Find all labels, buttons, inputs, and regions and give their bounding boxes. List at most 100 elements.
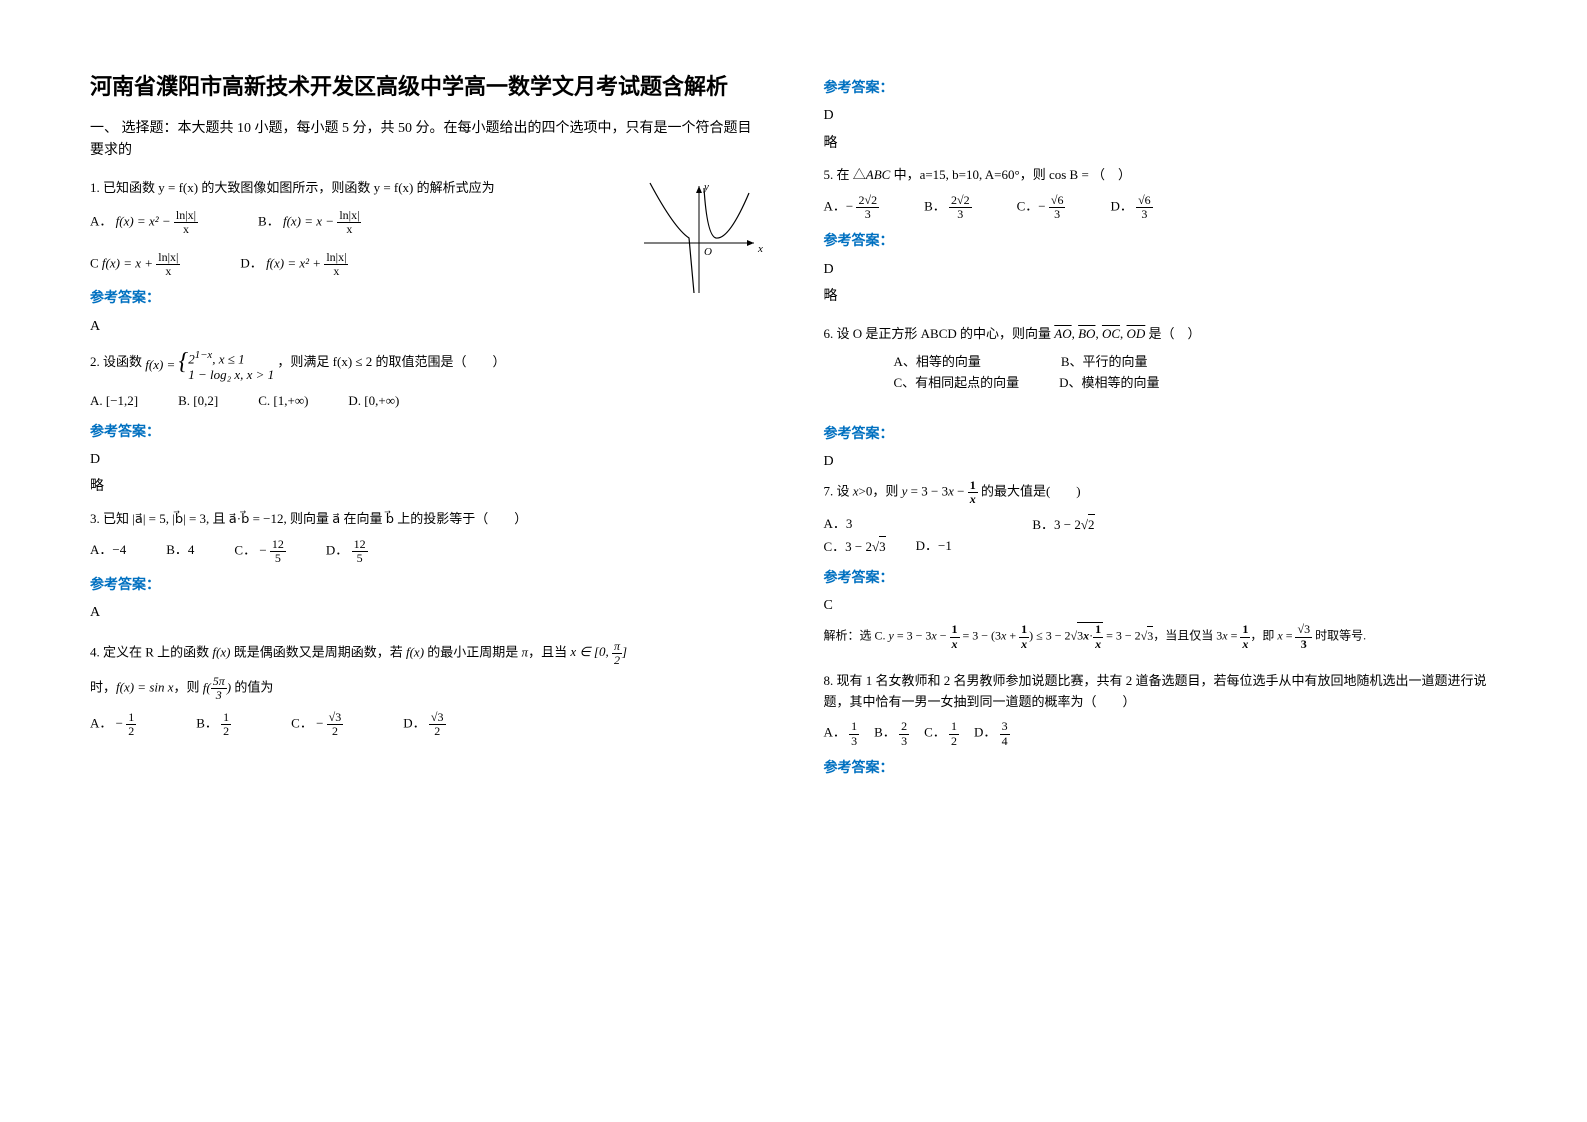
q1-opt-a: A． f(x) = x² − ln|x|x <box>90 209 198 236</box>
q2-post: ，则满足 f(x) ≤ 2 的取值范围是（ ） <box>277 354 505 369</box>
q8-b-label: B． <box>874 725 896 740</box>
q5-a-label: A．− <box>824 199 854 214</box>
q5-skip: 略 <box>824 286 1498 308</box>
q4-answer: D <box>824 105 1498 127</box>
q7-analysis: 解析：选 C. y = 3 − 3x − 1x = 3 − (3x + 1x) … <box>824 622 1498 650</box>
q4-skip: 略 <box>824 133 1498 155</box>
q2-opt-c: C. [1,+∞) <box>258 391 308 412</box>
q3-d-num: 12 <box>352 538 368 552</box>
q8-text: 8. 现有 1 名女教师和 2 名男教师参加说题比赛，共有 2 道备选题目，若每… <box>824 671 1498 713</box>
question-2: 2. 设函数 f(x) = {21−x, x ≤ 11 − log₂ x, x … <box>90 343 764 412</box>
q1-opt-d: D． f(x) = x² + ln|x|x <box>240 251 348 278</box>
q2-opt-b: B. [0,2] <box>178 391 218 412</box>
q6-opt-a: A、相等的向量 <box>894 352 981 373</box>
q4-b-label: B． <box>196 715 218 730</box>
q5-d-num: √6 <box>1136 194 1153 208</box>
q6-opt-c: C、有相同起点的向量 <box>894 373 1020 394</box>
q8-opt-d: D． 34 <box>974 720 1010 747</box>
section-1-text: 一、 选择题：本大题共 10 小题，每小题 5 分，共 50 分。在每小题给出的… <box>90 121 752 158</box>
answer-label-4: 参考答案： <box>824 78 1498 100</box>
q3-d-label: D． <box>326 542 348 557</box>
q7-opt-a: A．3 <box>824 514 853 536</box>
q2-skip: 略 <box>90 476 764 498</box>
q8-opt-a: A． 13 <box>824 720 860 747</box>
q5-opt-a: A．− 2√23 <box>824 194 880 221</box>
answer-label-8: 参考答案： <box>824 758 1498 780</box>
q3-d-den: 5 <box>352 552 368 565</box>
answer-label-7: 参考答案： <box>824 568 1498 590</box>
q5-d-den: 3 <box>1136 208 1153 221</box>
q7-opt-c: C．3 − 23 <box>824 536 886 558</box>
q6-text: 6. 设 O 是正方形 ABCD 的中心，则向量 AO, BO, OC, OD … <box>824 324 1498 345</box>
q5-b-num: 2√2 <box>949 194 972 208</box>
q8-c-den: 2 <box>949 735 959 748</box>
q5-opt-d: D． √63 <box>1110 194 1152 221</box>
section-1-header: 一、 选择题：本大题共 10 小题，每小题 5 分，共 50 分。在每小题给出的… <box>90 118 764 163</box>
q8-a-num: 1 <box>849 720 859 734</box>
q4-d-label: D． <box>403 715 425 730</box>
q4-opt-a: A． − 12 <box>90 711 136 738</box>
q4-opt-c: C． − √32 <box>291 711 343 738</box>
q1-text: 1. 已知函数 y = f(x) 的大致图像如图所示，则函数 y = f(x) … <box>90 178 624 199</box>
q5-d-label: D． <box>1110 199 1132 214</box>
q2-opt-d: D. [0,+∞) <box>348 391 399 412</box>
q7-answer: C <box>824 595 1498 617</box>
question-6: 6. 设 O 是正方形 ABCD 的中心，则向量 AO, BO, OC, OD … <box>824 324 1498 394</box>
q1-d-label: D． <box>240 256 262 271</box>
q4-text2: 时，f(x) = sin x，则 f(5π3) 的值为 <box>90 680 273 695</box>
q8-d-num: 3 <box>1000 720 1010 734</box>
answer-label-2: 参考答案： <box>90 422 764 444</box>
q3-c-den: 5 <box>270 552 286 565</box>
question-5: 5. 在 △ABC 中，a=15, b=10, A=60°，则 cos B = … <box>824 165 1498 221</box>
q8-b-den: 3 <box>899 735 909 748</box>
q3-opt-d: D． 125 <box>326 538 368 565</box>
q3-c-label: C． <box>234 542 256 557</box>
q5-opt-b: B． 2√23 <box>924 194 972 221</box>
q6-opt-b: B、平行的向量 <box>1061 352 1148 373</box>
q4-c-label: C． <box>291 715 313 730</box>
function-graph-icon: x y O <box>634 178 764 298</box>
q4-opt-d: D． √32 <box>403 711 445 738</box>
q8-a-label: A． <box>824 725 846 740</box>
question-8: 8. 现有 1 名女教师和 2 名男教师参加说题比赛，共有 2 道备选题目，若每… <box>824 671 1498 748</box>
question-7: 7. 设 x>0，则 y = 3 − 3x − 1x 的最大值是( ) A．3 … <box>824 479 1498 558</box>
q5-b-den: 3 <box>949 208 972 221</box>
q2-answer: D <box>90 449 764 471</box>
q1-a-label: A． <box>90 213 112 228</box>
q3-opt-a: A．−4 <box>90 540 126 561</box>
q4-opt-b: B． 12 <box>196 711 231 738</box>
svg-text:x: x <box>757 243 763 255</box>
q8-c-label: C． <box>924 725 946 740</box>
q3-text: 3. 已知 |a⃗| = 5, |b⃗| = 3, 且 a⃗·b⃗ = −12,… <box>90 509 764 530</box>
q8-d-label: D． <box>974 725 996 740</box>
svg-text:O: O <box>704 246 712 258</box>
q3-opt-b: B．4 <box>166 540 194 561</box>
q5-b-label: B． <box>924 199 946 214</box>
answer-label-6: 参考答案： <box>824 424 1498 446</box>
q8-opt-c: C． 12 <box>924 720 959 747</box>
q8-opt-b: B． 23 <box>874 720 909 747</box>
q5-c-den: 3 <box>1049 208 1066 221</box>
q8-b-num: 2 <box>899 720 909 734</box>
q1-b-label: B． <box>258 213 280 228</box>
q4-a-label: A． <box>90 715 112 730</box>
q5-c-num: √6 <box>1049 194 1066 208</box>
q5-a-den: 3 <box>856 208 879 221</box>
q5-text: 5. 在 △ABC 中，a=15, b=10, A=60°，则 cos B = … <box>824 165 1498 186</box>
q8-a-den: 3 <box>849 735 859 748</box>
q6-answer: D <box>824 451 1498 473</box>
q7-text: 7. 设 x>0，则 y = 3 − 3x − 1x 的最大值是( ) <box>824 479 1498 506</box>
q2-pre: 2. 设函数 <box>90 354 145 369</box>
q5-answer: D <box>824 259 1498 281</box>
q5-a-num: 2√2 <box>856 194 879 208</box>
answer-label-5: 参考答案： <box>824 231 1498 253</box>
question-1: 1. 已知函数 y = f(x) 的大致图像如图所示，则函数 y = f(x) … <box>90 178 764 279</box>
q6-opt-d: D、模相等的向量 <box>1059 373 1159 394</box>
question-3: 3. 已知 |a⃗| = 5, |b⃗| = 3, 且 a⃗·b⃗ = −12,… <box>90 509 764 565</box>
page-title: 河南省濮阳市高新技术开发区高级中学高一数学文月考试题含解析 <box>90 70 764 103</box>
q3-c-num: 12 <box>270 538 286 552</box>
q7-opt-b: B．3 − 22 <box>1032 514 1094 536</box>
question-4: 4. 定义在 R 上的函数 f(x) 既是偶函数又是周期函数，若 f(x) 的最… <box>90 640 764 738</box>
q2-opt-a: A. [−1,2] <box>90 391 138 412</box>
q1-c-label: C <box>90 256 99 271</box>
